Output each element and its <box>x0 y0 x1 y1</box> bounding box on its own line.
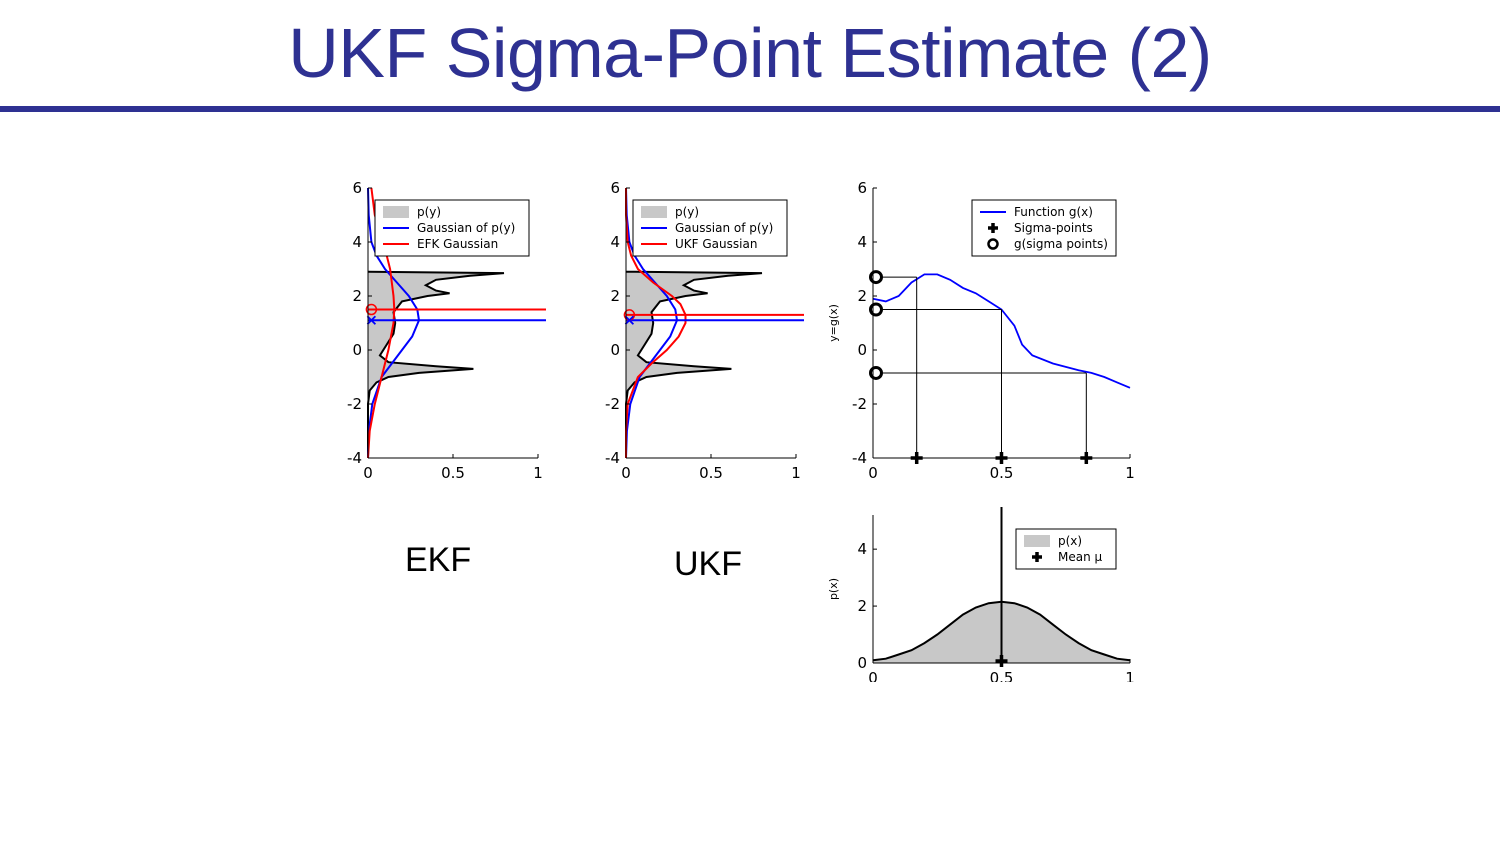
prior-legend-label-0: p(x) <box>1058 534 1082 548</box>
ekf-legend-label-0: p(y) <box>417 205 441 219</box>
ekf-ytick-label: 6 <box>352 179 362 197</box>
ekf-legend-swatch-0 <box>383 206 409 218</box>
ukf-plot: 6 4 2 0 -2 -4 0 0.5 1 p(y) Gaussian of p(y) UKF Gau… <box>588 170 808 490</box>
function-xtick-label: 1 <box>1125 464 1135 482</box>
ekf-ytick-label: -2 <box>347 395 362 413</box>
ekf-density-fill <box>368 271 504 458</box>
ekf-plot: 6 4 2 0 -2 -4 0 0.5 1 p(y) Gaussian of p(y) EFK Gau… <box>330 170 550 490</box>
prior-chart: 4 2 00 0.5 1 p(x) p(x) Mean μ <box>827 507 1135 682</box>
ukf-legend-label-2: UKF Gaussian <box>675 237 757 251</box>
function-sigma-image-0 <box>869 270 883 285</box>
ekf-series-1-line <box>367 187 421 459</box>
ekf-marker-circle-0 <box>365 303 378 316</box>
function-legend-swatch-1 <box>988 223 998 233</box>
ekf-marker-x-1 <box>366 315 377 325</box>
function-legend-swatch-2 <box>987 238 999 250</box>
ekf-ytick-label: 4 <box>352 233 362 251</box>
ukf-xtick-label: 0.5 <box>699 464 723 482</box>
ekf-label: EKF <box>405 541 472 579</box>
ukf-ytick-label: -4 <box>605 449 620 467</box>
function-legend-label-0: Function g(x) <box>1014 205 1093 219</box>
prior-legend-swatch-1 <box>1032 552 1042 562</box>
ukf-ytick-label: 2 <box>610 287 620 305</box>
ekf-legend-label-2: EFK Gaussian <box>417 237 498 251</box>
prior-plot: 4 2 0 0 0.5 1 p(x) p(x) Mean μ <box>818 505 1140 682</box>
ekf-legend-label-1: Gaussian of p(y) <box>417 221 515 235</box>
ukf-xtick-label: 1 <box>791 464 801 482</box>
function-legend-label-2: g(sigma points) <box>1014 237 1108 251</box>
prior-ytick-label: 2 <box>857 597 867 615</box>
function-ytick-label: -2 <box>852 395 867 413</box>
ekf-ytick-label: 2 <box>352 287 362 305</box>
function-ylabel: y=g(x) <box>827 304 840 342</box>
prior-xtick-label: 0 <box>868 669 878 682</box>
prior-ylabel: p(x) <box>827 578 840 600</box>
prior-legend-label-1: Mean μ <box>1058 550 1103 564</box>
function-sigma-image-2 <box>869 365 883 380</box>
function-xtick-label: 0.5 <box>990 464 1014 482</box>
ekf-ytick-label: -4 <box>347 449 362 467</box>
function-ytick-label: 0 <box>857 341 867 359</box>
function-xtick-label: 0 <box>868 464 878 482</box>
ekf-xtick-label: 1 <box>533 464 543 482</box>
ukf-legend-label-1: Gaussian of p(y) <box>675 221 773 235</box>
prior-legend-swatch-0 <box>1024 535 1050 547</box>
ukf-label: UKF <box>674 545 742 583</box>
function-plot: 6 4 2 0 -2 -4 0 0.5 1 y=g(x) Function g(x) Sigma-po… <box>818 170 1140 490</box>
ukf-legend-label-0: p(y) <box>675 205 699 219</box>
title-divider <box>0 106 1500 112</box>
function-function-line <box>872 273 1131 389</box>
ukf-density-fill <box>626 271 762 458</box>
ukf-ytick-label: 6 <box>610 179 620 197</box>
ukf-ytick-label: 0 <box>610 341 620 359</box>
ekf-xtick-label: 0 <box>363 464 373 482</box>
function-ytick-label: -4 <box>852 449 867 467</box>
function-ytick-label: 6 <box>857 179 867 197</box>
ukf-ytick-label: -2 <box>605 395 620 413</box>
ukf-legend-swatch-0 <box>641 206 667 218</box>
ukf-xtick-label: 0 <box>621 464 631 482</box>
function-ytick-label: 4 <box>857 233 867 251</box>
ekf-xtick-label: 0.5 <box>441 464 465 482</box>
prior-ytick-label: 0 <box>857 654 867 672</box>
prior-ytick-label: 4 <box>857 540 867 558</box>
ukf-ytick-label: 4 <box>610 233 620 251</box>
ukf-marker-x-1 <box>624 315 635 325</box>
prior-xtick-label: 1 <box>1125 669 1135 682</box>
function-ytick-label: 2 <box>857 287 867 305</box>
function-legend-label-1: Sigma-points <box>1014 221 1093 235</box>
ukf-density-outline <box>625 270 763 458</box>
slide-title: UKF Sigma-Point Estimate (2) <box>288 14 1212 92</box>
function-sigma-image-1 <box>869 302 883 317</box>
ekf-ytick-label: 0 <box>352 341 362 359</box>
prior-xtick-label: 0.5 <box>990 669 1014 682</box>
